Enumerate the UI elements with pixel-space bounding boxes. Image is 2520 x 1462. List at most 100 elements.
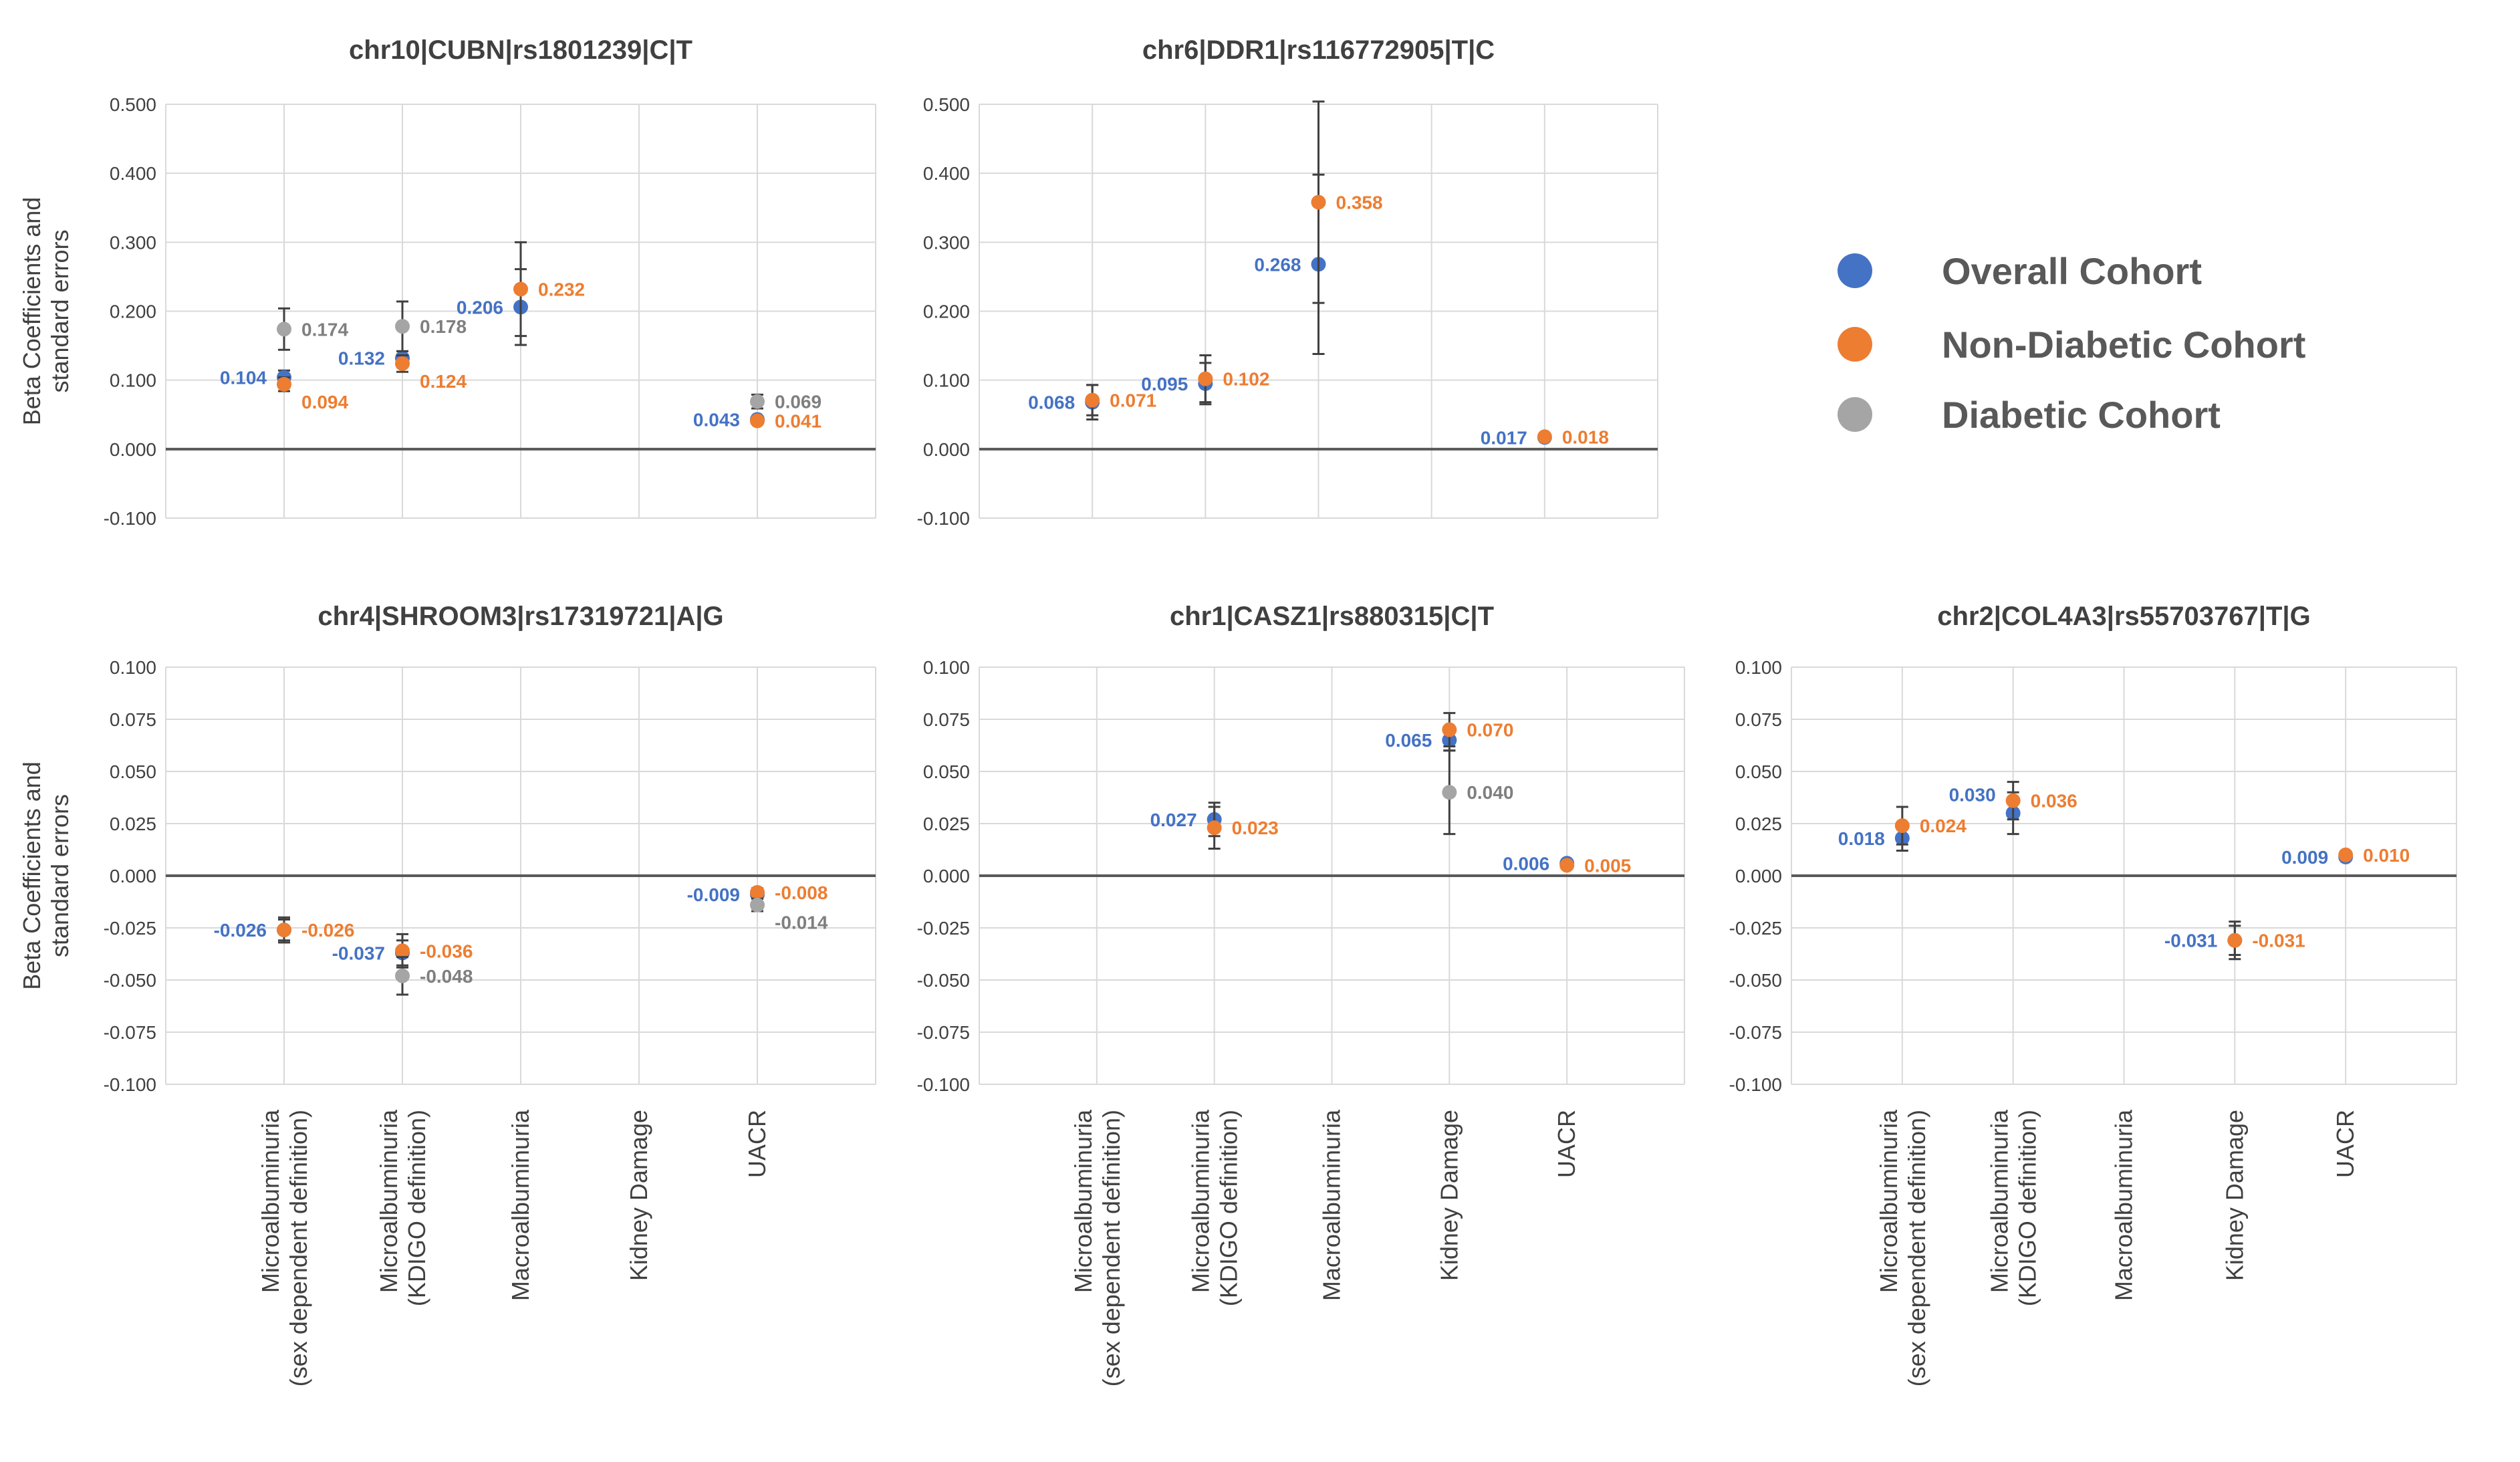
data-label: -0.026	[301, 920, 354, 941]
y-tick-label: -0.100	[104, 1074, 156, 1095]
y-tick-label: -0.050	[104, 970, 156, 991]
x-category-label: Microalbuminuria(KDIGO definition)	[375, 1109, 430, 1306]
data-point-diabetic	[277, 322, 291, 337]
chart-panel-casz1: chr1|CASZ1|rs880315|C|T 0.100 0.075 0.050 0.…	[917, 602, 1685, 1386]
y-tick-label: 0.050	[1735, 761, 1782, 782]
data-label: 0.027	[1150, 810, 1197, 830]
y-tick-label: -0.075	[917, 1022, 970, 1043]
y-tick-label: 0.000	[110, 866, 156, 886]
data-label: 0.071	[1110, 390, 1156, 411]
x-category-label-line: Macroalbuminuria	[507, 1109, 534, 1301]
data-label: 0.043	[693, 409, 740, 430]
chart-title: chr4|SHROOM3|rs17319721|A|G	[318, 602, 723, 631]
y-tick-label: -0.025	[1729, 918, 1782, 939]
x-category-label-line: UACR	[1553, 1110, 1580, 1178]
x-category-label: Microalbuminuria(sex dependent definitio…	[257, 1109, 312, 1386]
data-point-non_diabetic	[1442, 722, 1457, 737]
y-tick-label: 0.025	[110, 814, 156, 834]
data-point-non_diabetic	[750, 413, 765, 429]
data-label: 0.017	[1481, 427, 1527, 448]
x-category-label-line: Microalbuminuria	[1069, 1109, 1097, 1293]
x-category-label: UACR	[2332, 1110, 2359, 1178]
y-tick-label: 0.100	[923, 370, 970, 391]
x-category-label-line: Macroalbuminuria	[1318, 1109, 1346, 1301]
data-point-non_diabetic	[1559, 858, 1575, 873]
x-category-label: Kidney Damage	[1435, 1110, 1463, 1281]
y-tick-label: 0.100	[1735, 657, 1782, 678]
y-tick-label: 0.100	[110, 657, 156, 678]
data-point-non_diabetic	[1198, 371, 1213, 386]
data-label: 0.102	[1223, 369, 1269, 390]
x-category-label-line: UACR	[2332, 1110, 2359, 1178]
y-axis-label-line: standard errors	[46, 229, 74, 392]
data-label: -0.008	[775, 882, 828, 903]
data-label: 0.104	[220, 368, 267, 388]
data-label: 0.358	[1336, 192, 1383, 213]
y-tick-label: 0.075	[110, 709, 156, 730]
data-label: -0.009	[687, 884, 740, 905]
data-label: -0.037	[332, 943, 385, 963]
y-tick-label: 0.025	[1735, 814, 1782, 834]
y-tick-label: -0.050	[1729, 970, 1782, 991]
y-tick-label: -0.050	[917, 970, 970, 991]
data-label: 0.206	[457, 297, 503, 318]
data-label: 0.023	[1232, 818, 1279, 838]
data-label: 0.174	[301, 319, 348, 340]
x-category-label: Macroalbuminuria	[1318, 1109, 1346, 1301]
y-tick-label: 0.100	[923, 657, 970, 678]
y-axis-label: Beta Coefficients andstandard errors	[18, 197, 74, 426]
x-category-label: UACR	[1553, 1110, 1580, 1178]
y-tick-label: -0.100	[917, 508, 970, 529]
y-tick-label: 0.075	[923, 709, 970, 730]
chart-title: chr1|CASZ1|rs880315|C|T	[1170, 602, 1494, 631]
data-point-non_diabetic	[1085, 392, 1100, 408]
data-label: 0.065	[1385, 730, 1432, 751]
data-label: 0.268	[1254, 254, 1301, 275]
chart-panel-ddr1: chr6|DDR1|rs116772905|T|C 0.500 0.400 0.300…	[917, 35, 1658, 529]
x-category-label: UACR	[743, 1110, 771, 1178]
legend-label: Overall Cohort	[1942, 250, 2202, 292]
x-category-label-line: Microalbuminuria	[1875, 1109, 1902, 1293]
y-tick-label: 0.050	[923, 761, 970, 782]
y-tick-label: 0.050	[110, 761, 156, 782]
y-tick-label: -0.075	[104, 1022, 156, 1043]
legend-item: Overall Cohort	[1838, 250, 2202, 292]
x-category-label-line: Kidney Damage	[2221, 1110, 2248, 1281]
x-category-label-line: (sex dependent definition)	[1098, 1110, 1125, 1386]
y-tick-label: 0.200	[923, 301, 970, 322]
y-tick-label: -0.025	[104, 918, 156, 939]
data-label: -0.031	[2252, 931, 2305, 951]
data-point-non_diabetic	[277, 376, 291, 392]
y-tick-label: 0.100	[110, 370, 156, 391]
data-label: 0.018	[1838, 828, 1885, 849]
legend-marker-overall	[1838, 253, 1872, 288]
data-point-non_diabetic	[1207, 820, 1222, 836]
y-tick-label: -0.100	[104, 508, 156, 529]
data-point-non_diabetic	[513, 281, 528, 297]
x-category-label-line: (sex dependent definition)	[1903, 1110, 1930, 1386]
data-label: 0.070	[1467, 720, 1513, 741]
data-label: 0.068	[1028, 392, 1075, 413]
x-category-label-line: (KDIGO definition)	[2014, 1110, 2041, 1306]
data-point-diabetic	[750, 897, 765, 912]
x-category-label-line: Macroalbuminuria	[2110, 1109, 2138, 1301]
x-category-label-line: (KDIGO definition)	[1215, 1110, 1243, 1306]
x-category-label: Macroalbuminuria	[507, 1109, 534, 1301]
x-category-label-line: Microalbuminuria	[1986, 1109, 2013, 1293]
x-category-label-line: (KDIGO definition)	[403, 1110, 430, 1306]
data-label: -0.036	[420, 941, 473, 961]
y-tick-label: 0.200	[110, 301, 156, 322]
y-axis-label-line: Beta Coefficients and	[18, 761, 45, 990]
x-category-label: Microalbuminuria(sex dependent definitio…	[1069, 1109, 1125, 1386]
data-label: 0.132	[338, 348, 385, 369]
data-point-non_diabetic	[1537, 429, 1552, 445]
data-label: -0.014	[775, 912, 828, 933]
data-point-non_diabetic	[2227, 933, 2243, 948]
x-category-label: Kidney Damage	[625, 1110, 652, 1281]
data-label: 0.094	[301, 392, 348, 412]
data-label: 0.018	[1562, 427, 1609, 447]
chart-panel-shroom3: chr4|SHROOM3|rs17319721|A|G 0.100 0.075 0.0…	[18, 602, 876, 1386]
x-category-label: Kidney Damage	[2221, 1110, 2248, 1281]
x-category-label-line: Microalbuminuria	[257, 1109, 284, 1293]
